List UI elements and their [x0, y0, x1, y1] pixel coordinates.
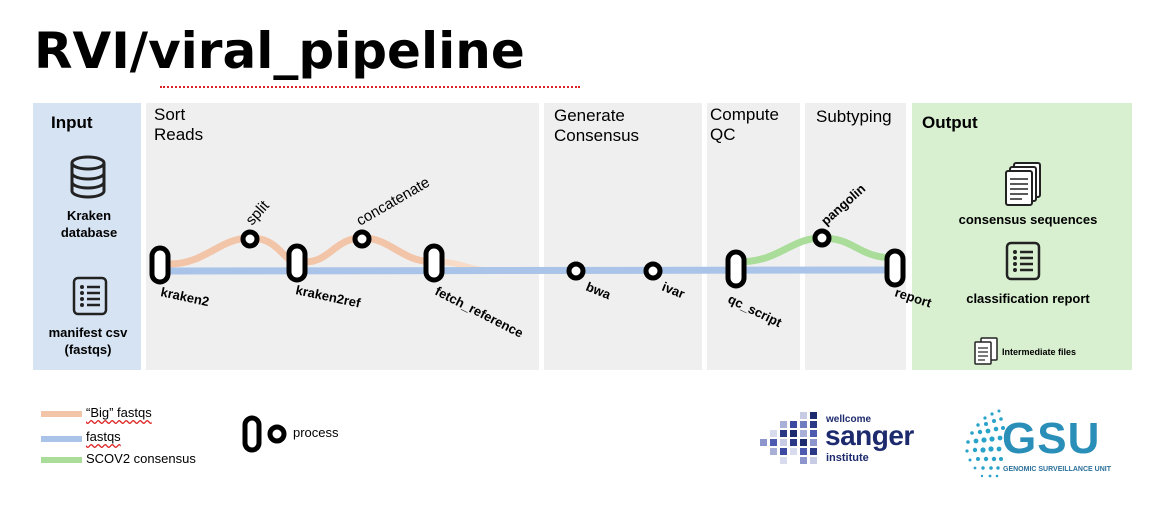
sanger-logo-text: sanger [825, 420, 914, 451]
manifest-csv-label: manifest csv (fastqs) [48, 325, 128, 357]
output-panel: Output [912, 103, 1132, 370]
kraken2ref-node [286, 243, 308, 283]
sanger-logo-small-text: wellcome [826, 414, 872, 425]
documents-stack-icon [1005, 162, 1041, 206]
subtyping-heading: Subtyping [816, 107, 892, 126]
generate-consensus-heading: Generate Consensus [554, 106, 640, 145]
fetch-reference-node [423, 243, 445, 283]
report-node [884, 248, 906, 288]
pangolin-label: pangolin [818, 181, 868, 228]
ivar-label: ivar [660, 279, 687, 302]
output-heading: Output [922, 113, 978, 132]
document-list-icon [72, 276, 108, 316]
legend-scov2-label: SCOV2 consensus [86, 451, 196, 466]
concatenate-node [352, 229, 372, 249]
legend-fastqs-label: fastqs [86, 429, 121, 444]
sanger-logo-sub-text: institute [826, 452, 869, 464]
intermediate-files-icon [974, 337, 998, 365]
kraken2-label: kraken2 [159, 284, 210, 309]
compute-qc-heading: Compute QC [710, 105, 779, 144]
input-heading: Input [51, 113, 93, 132]
concatenate-label: concatenate [354, 174, 433, 230]
report-list-icon [1005, 241, 1041, 281]
kraken-database-label: Kraken database [60, 208, 118, 240]
split-label: split [242, 197, 273, 229]
report-label: report [893, 285, 934, 311]
qc-script-label: qc_script [726, 291, 785, 330]
fetch-reference-label: fetch_reference [433, 283, 526, 340]
sort-reads-heading: Sort Reads [154, 105, 204, 144]
consensus-sequences-label: consensus sequences [958, 212, 1098, 227]
legend-big-fastqs-label: “Big” fastqs [86, 405, 152, 420]
kraken2-node [149, 245, 171, 285]
bwa-node [566, 261, 586, 281]
database-icon [70, 155, 106, 199]
legend-process-label: process [293, 425, 339, 440]
classification-report-label: classification report [966, 291, 1090, 306]
kraken2ref-label: kraken2ref [294, 282, 362, 310]
gsu-logo-text: GSU [1002, 414, 1101, 463]
intermediate-files-label: Intermediate files [1002, 347, 1077, 357]
pangolin-node [812, 228, 832, 248]
legend-pill-symbol [242, 415, 262, 453]
ivar-node [643, 261, 663, 281]
qc-script-node [725, 249, 747, 289]
legend-circle-symbol [267, 424, 287, 444]
split-node [240, 229, 260, 249]
input-panel: Input [33, 103, 141, 370]
fastqs-line [159, 266, 896, 275]
page-title: RVI/viral_pipeline [34, 22, 525, 80]
gsu-logo-sub-text: GENOMIC SURVEILLANCE UNIT [1003, 466, 1111, 473]
sort-reads-panel: Sort Reads [146, 103, 539, 370]
sanger-logo-squares [760, 412, 817, 464]
big-fastqs-path-1 [169, 234, 299, 268]
gsu-logo-dots [965, 409, 1005, 478]
compute-qc-panel: Compute QC [707, 103, 800, 370]
title-spellcheck-underline [160, 82, 580, 88]
generate-consensus-panel: Generate Consensus [544, 103, 702, 370]
bwa-label: bwa [584, 279, 614, 303]
